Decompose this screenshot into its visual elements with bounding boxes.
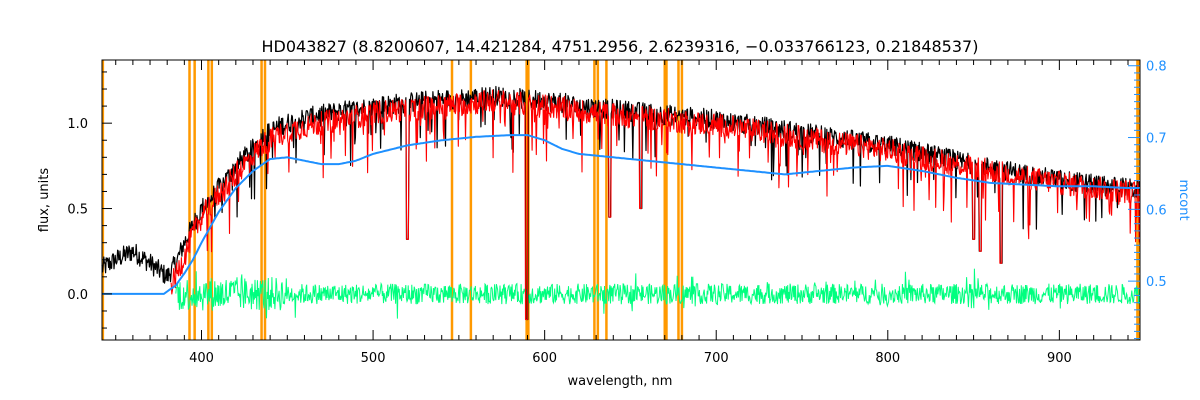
x-tick-label-500: 500 [361, 351, 386, 366]
y2-tick-label-3: 0.8 [1146, 60, 1167, 75]
residual-layer [175, 268, 1141, 319]
y2-tick-label-0: 0.5 [1146, 275, 1167, 290]
x-tick-label-700: 700 [704, 351, 729, 366]
y2-axis-label: mcont [1176, 179, 1191, 220]
y-tick-label-2: 1.0 [67, 117, 88, 132]
continuum-curve [102, 134, 1140, 295]
y2-tick-label-2: 0.7 [1146, 132, 1167, 147]
residual-spectrum [175, 268, 1141, 319]
x-axis-label: wavelength, nm [568, 374, 673, 389]
chart-title: HD043827 (8.8200607, 14.421284, 4751.295… [262, 37, 979, 56]
plot-frame [101, 59, 1141, 341]
x-tick-label-900: 900 [1047, 351, 1072, 366]
y-tick-label-1: 0.5 [67, 203, 88, 218]
model-spectrum [170, 89, 1141, 321]
continuum-layer [102, 134, 1140, 295]
x-axis: 400 500 600 700 800 900 [115, 60, 1129, 366]
y2-axis: 0.5 0.6 0.7 0.8 [1128, 60, 1167, 340]
x-tick-label-800: 800 [875, 351, 900, 366]
y-tick-label-0: 0.0 [67, 288, 88, 303]
x-tick-label-600: 600 [532, 351, 557, 366]
y-axis-label: flux, units [37, 168, 52, 233]
x-tick-label-400: 400 [189, 351, 214, 366]
y2-tick-label-1: 0.6 [1146, 203, 1167, 218]
model-spectrum-layer [170, 89, 1141, 321]
y-axis: 0.0 0.5 1.0 [67, 71, 112, 329]
